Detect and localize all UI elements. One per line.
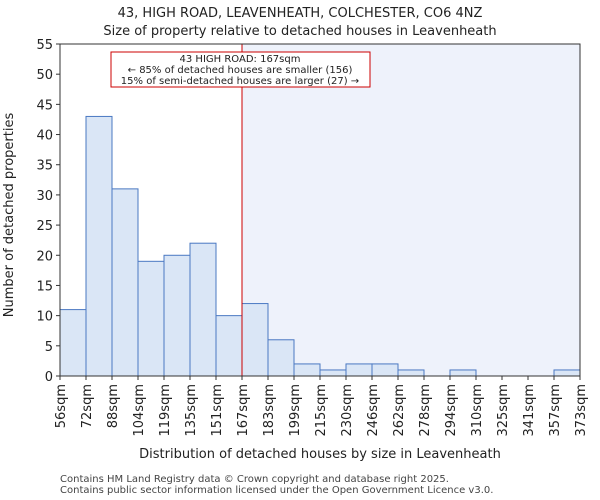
x-tick-label: 230sqm [340, 384, 355, 437]
bar-88sqm [111, 188, 139, 377]
bar-262sqm [397, 369, 425, 377]
x-tick-label: 310sqm [470, 384, 485, 437]
bar-294sqm [449, 369, 477, 377]
footer-line-1: Contains HM Land Registry data © Crown c… [60, 474, 449, 485]
y-tick-label: 10 [36, 310, 53, 325]
bar-199sqm [293, 363, 321, 377]
x-tick-label: 373sqm [574, 384, 589, 437]
bars-group [59, 115, 581, 377]
bar-230sqm [345, 363, 373, 377]
y-tick-label: 55 [36, 38, 53, 53]
y-tick-label: 45 [36, 98, 53, 113]
x-tick-label: 199sqm [288, 384, 303, 437]
x-tick-label: 357sqm [548, 384, 563, 437]
annotation-line-1: 43 HIGH ROAD: 167sqm [180, 54, 301, 65]
bar-135sqm [189, 242, 217, 377]
x-tick-label: 151sqm [210, 384, 225, 437]
x-axis-label: Distribution of detached houses by size … [139, 447, 501, 462]
annotation-line-3: 15% of semi-detached houses are larger (… [121, 76, 359, 87]
x-tick-label: 215sqm [314, 384, 329, 437]
y-tick-label: 15 [36, 279, 53, 294]
bar-56sqm [59, 309, 87, 377]
x-tick-label: 294sqm [444, 384, 459, 437]
y-tick-label: 5 [45, 340, 53, 355]
y-tick-label: 30 [36, 189, 53, 204]
bar-119sqm [163, 254, 191, 377]
x-tick-label: 135sqm [184, 384, 199, 437]
bar-167sqm [241, 303, 269, 377]
x-tick-label: 246sqm [366, 384, 381, 437]
x-tick-label: 167sqm [236, 384, 251, 437]
x-axis: 56sqm 72sqm 88sqm 104sqm 119sqm 135sqm 151sqm 1… [54, 376, 589, 437]
y-axis: 0 5 10 15 20 25 30 35 40 45 50 55 [36, 38, 60, 385]
chart-subtitle: Size of property relative to detached ho… [103, 24, 496, 39]
y-tick-label: 25 [36, 219, 53, 234]
annotation-frame [110, 51, 371, 88]
x-tick-label: 183sqm [262, 384, 277, 437]
y-tick-label: 35 [36, 159, 53, 174]
chart-title: 43, HIGH ROAD, LEAVENHEATH, COLCHESTER, … [118, 6, 483, 21]
bar-183sqm [267, 339, 295, 377]
y-tick-label: 40 [36, 129, 53, 144]
y-axis-label: Number of detached properties [2, 113, 17, 318]
bar-72sqm [85, 115, 113, 377]
x-tick-label: 341sqm [522, 384, 537, 437]
x-tick-label: 88sqm [106, 384, 121, 428]
bar-246sqm [371, 363, 399, 377]
x-tick-label: 262sqm [392, 384, 407, 437]
x-tick-label: 104sqm [132, 384, 147, 437]
bar-215sqm [319, 369, 347, 377]
x-tick-label: 72sqm [80, 384, 95, 428]
annotation-box: 43 HIGH ROAD: 167sqm ← 85% of detached h… [110, 51, 371, 88]
larger-region-shade [242, 44, 580, 376]
bar-357sqm [553, 369, 581, 377]
footer-line-2: Contains public sector information licen… [60, 485, 493, 496]
y-tick-label: 0 [45, 370, 53, 385]
bar-151sqm [215, 315, 243, 377]
x-tick-label: 325sqm [496, 384, 511, 437]
x-tick-label: 278sqm [418, 384, 433, 437]
x-tick-label: 56sqm [54, 384, 69, 428]
x-tick-label: 119sqm [158, 384, 173, 437]
annotation-line-2: ← 85% of detached houses are smaller (15… [128, 65, 353, 76]
y-tick-label: 50 [36, 68, 53, 83]
y-tick-label: 20 [36, 249, 53, 264]
bar-104sqm [137, 260, 165, 377]
